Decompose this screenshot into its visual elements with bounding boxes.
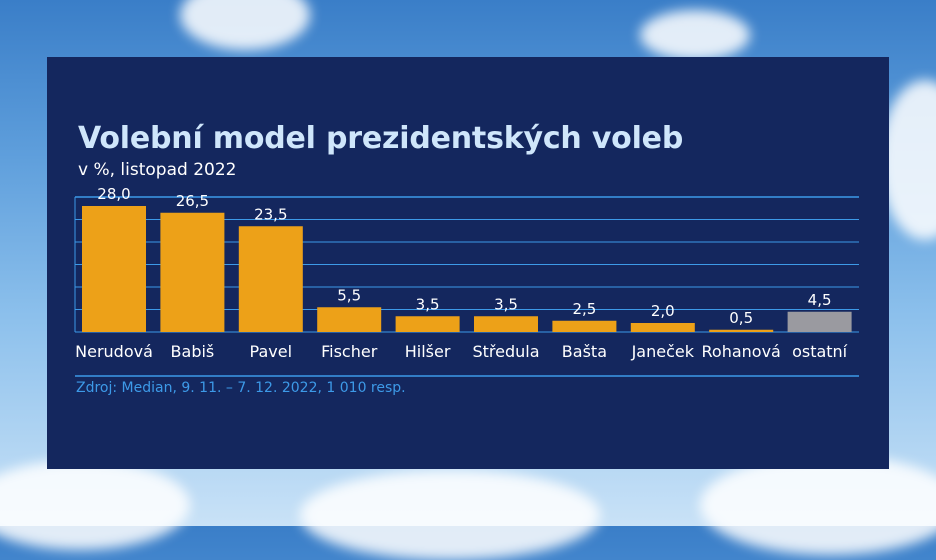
value-label: 5,5	[337, 286, 361, 304]
value-label: 0,5	[729, 309, 753, 327]
value-label: 26,5	[176, 192, 209, 210]
category-label: Středula	[472, 342, 539, 361]
chart-subtitle: v %, listopad 2022	[78, 160, 237, 180]
category-label: Bašta	[562, 342, 607, 361]
bar	[630, 323, 695, 332]
bar	[160, 212, 225, 332]
cloud	[640, 10, 750, 60]
category-label: Janeček	[631, 342, 695, 361]
category-label: Rohanová	[702, 342, 781, 361]
category-label: Nerudová	[75, 342, 153, 361]
cloud	[300, 470, 600, 560]
bar	[709, 329, 774, 332]
category-label: Hilšer	[405, 342, 451, 361]
value-label: 23,5	[254, 205, 287, 223]
bar	[317, 307, 382, 332]
bar	[395, 316, 460, 332]
value-label: 4,5	[808, 291, 832, 309]
chart-title: Volební model prezidentských voleb	[78, 121, 684, 156]
cloud	[700, 455, 936, 555]
value-label: 2,5	[572, 300, 596, 318]
category-label: Babiš	[171, 342, 215, 361]
category-label: Pavel	[250, 342, 293, 361]
cloud	[180, 0, 310, 50]
chart-panel: Volební model prezidentských voleb v %, …	[47, 57, 889, 469]
value-label: 28,0	[97, 185, 130, 203]
value-label: 2,0	[651, 302, 675, 320]
cloud	[0, 460, 190, 550]
value-label: 3,5	[494, 295, 518, 313]
bar	[82, 206, 146, 332]
bar	[238, 226, 303, 332]
bar-chart: 28,0 Nerudová 26,5 Babiš 23,5 Pavel 5,5 Fischer…	[74, 185, 859, 377]
bar	[552, 320, 617, 332]
value-label: 3,5	[416, 295, 440, 313]
category-label: ostatní	[792, 342, 848, 361]
bar	[787, 311, 852, 332]
bar	[474, 316, 538, 332]
category-label: Fischer	[321, 342, 378, 361]
source-note: Zdroj: Median, 9. 11. – 7. 12. 2022, 1 0…	[76, 380, 406, 396]
